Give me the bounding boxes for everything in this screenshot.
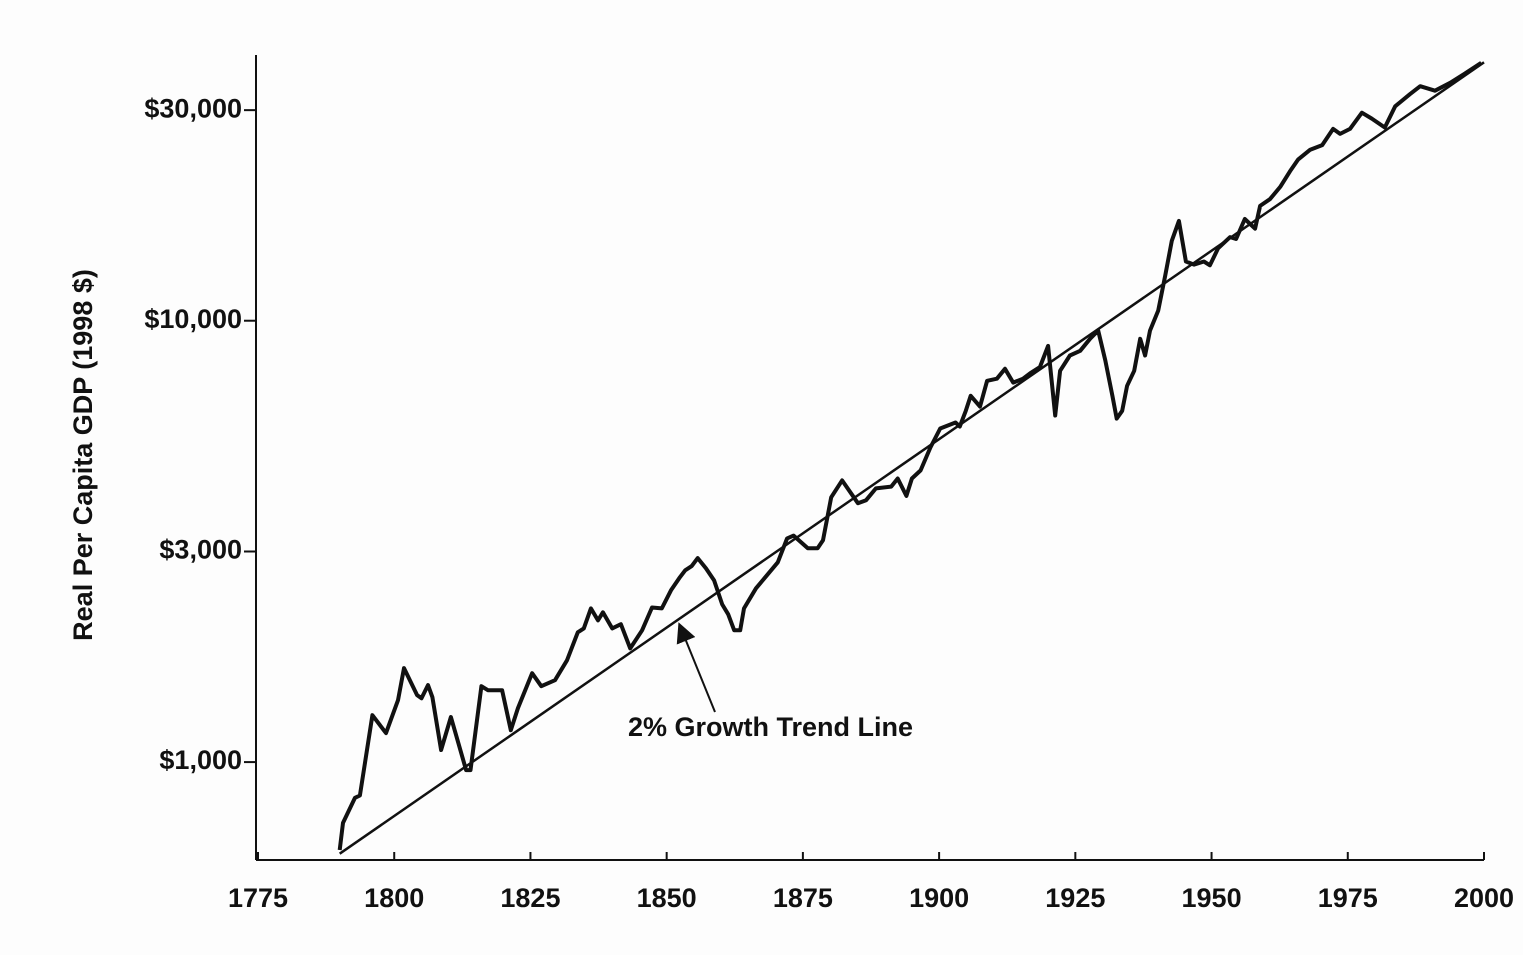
- x-tick-label: 1975: [1318, 883, 1378, 913]
- annotation: 2% Growth Trend Line: [628, 712, 913, 742]
- y-tick-label: $3,000: [159, 535, 242, 565]
- annotation-arrow: [676, 622, 716, 713]
- y-axis-label: Real Per Capita GDP (1998 $): [68, 269, 98, 641]
- x-tick-label: 1775: [228, 883, 288, 913]
- series-line: [337, 61, 1483, 851]
- y-tick-label: $1,000: [159, 745, 242, 775]
- x-tick-label: 1900: [909, 883, 969, 913]
- x-tick-label: 1825: [500, 883, 560, 913]
- y-tick-label: $30,000: [144, 93, 242, 123]
- x-tick-label: 1800: [364, 883, 424, 913]
- x-tick-label: 1950: [1182, 883, 1242, 913]
- x-tick-label: 2000: [1454, 883, 1514, 913]
- series-line: [338, 61, 1485, 855]
- x-tick-label: 1850: [637, 883, 697, 913]
- y-tick-label: $10,000: [144, 304, 242, 334]
- x-tick-label: 1925: [1045, 883, 1105, 913]
- x-tick-label: 1875: [773, 883, 833, 913]
